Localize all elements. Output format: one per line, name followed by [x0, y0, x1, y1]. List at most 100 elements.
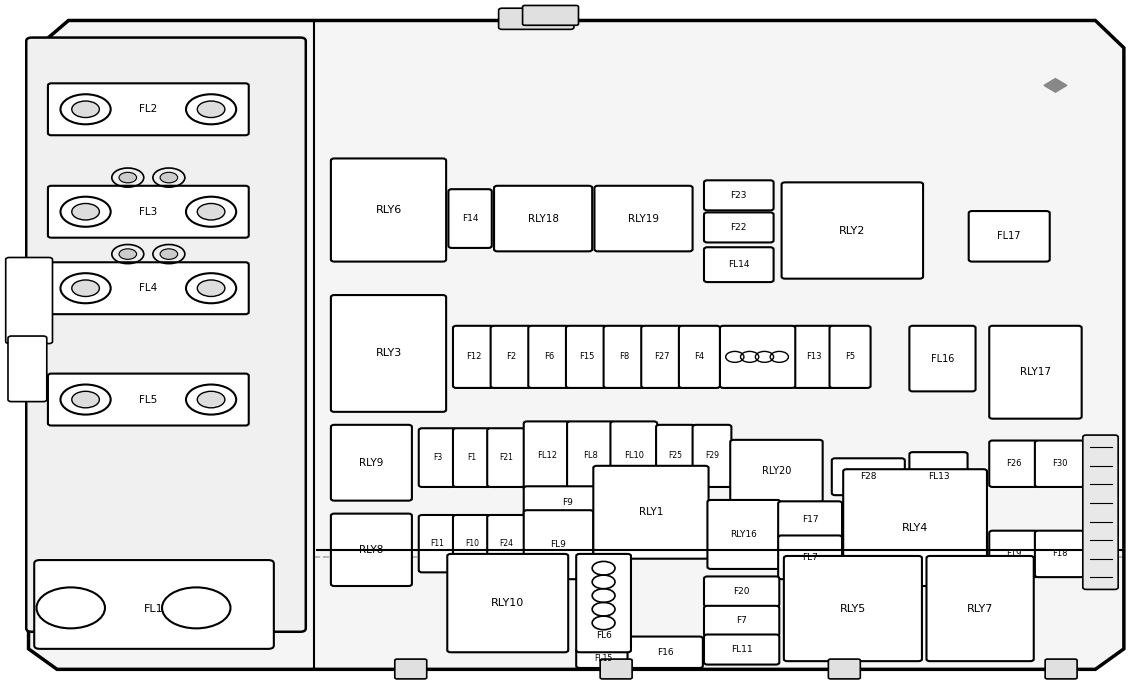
Text: F1: F1 — [468, 453, 476, 462]
Text: RLY2: RLY2 — [839, 225, 866, 236]
Text: FL13: FL13 — [928, 472, 949, 481]
Text: F10: F10 — [464, 539, 479, 548]
Text: FL15: FL15 — [594, 654, 613, 663]
FancyBboxPatch shape — [656, 425, 695, 487]
FancyBboxPatch shape — [331, 514, 412, 586]
Text: RLY20: RLY20 — [762, 466, 791, 476]
FancyBboxPatch shape — [419, 515, 456, 572]
FancyBboxPatch shape — [704, 635, 779, 665]
Text: F28: F28 — [860, 472, 876, 482]
Text: RLY16: RLY16 — [730, 530, 758, 539]
FancyBboxPatch shape — [494, 186, 592, 251]
Text: RLY19: RLY19 — [628, 214, 659, 223]
FancyBboxPatch shape — [1035, 531, 1084, 577]
Text: RLY9: RLY9 — [359, 458, 383, 468]
FancyBboxPatch shape — [909, 452, 968, 501]
FancyBboxPatch shape — [828, 659, 860, 679]
FancyBboxPatch shape — [576, 649, 631, 668]
Text: F29: F29 — [705, 451, 719, 460]
Circle shape — [72, 204, 99, 220]
Text: FL16: FL16 — [931, 354, 954, 363]
FancyBboxPatch shape — [26, 38, 306, 632]
FancyBboxPatch shape — [419, 428, 456, 487]
Text: F23: F23 — [730, 191, 747, 200]
Text: FL11: FL11 — [731, 645, 752, 654]
Text: RLY10: RLY10 — [491, 598, 525, 608]
Circle shape — [197, 280, 225, 296]
Text: RLY3: RLY3 — [375, 348, 402, 359]
Circle shape — [72, 391, 99, 408]
FancyBboxPatch shape — [448, 189, 492, 248]
FancyBboxPatch shape — [8, 336, 47, 402]
FancyBboxPatch shape — [778, 535, 842, 579]
FancyBboxPatch shape — [453, 515, 491, 572]
FancyBboxPatch shape — [48, 262, 249, 314]
FancyBboxPatch shape — [594, 186, 693, 251]
FancyBboxPatch shape — [487, 428, 525, 487]
Text: F7: F7 — [736, 616, 747, 626]
Text: FL12: FL12 — [537, 451, 557, 460]
FancyBboxPatch shape — [576, 554, 631, 652]
Text: FL4: FL4 — [139, 283, 157, 293]
Text: F8: F8 — [620, 352, 629, 361]
FancyBboxPatch shape — [487, 515, 525, 572]
FancyBboxPatch shape — [720, 326, 795, 388]
Text: RLY7: RLY7 — [966, 604, 994, 613]
FancyBboxPatch shape — [1035, 441, 1084, 487]
Text: F21: F21 — [499, 453, 513, 462]
FancyBboxPatch shape — [704, 606, 779, 636]
Circle shape — [72, 101, 99, 117]
FancyBboxPatch shape — [830, 326, 871, 388]
FancyBboxPatch shape — [843, 469, 987, 586]
Text: FL17: FL17 — [997, 232, 1021, 241]
Text: RLY1: RLY1 — [639, 507, 663, 517]
FancyBboxPatch shape — [704, 212, 774, 242]
FancyBboxPatch shape — [523, 5, 578, 25]
FancyBboxPatch shape — [528, 326, 569, 388]
FancyBboxPatch shape — [989, 531, 1038, 577]
Circle shape — [160, 249, 178, 260]
FancyBboxPatch shape — [704, 180, 774, 210]
FancyBboxPatch shape — [604, 326, 645, 388]
Text: F5: F5 — [845, 352, 855, 361]
Text: FL1: FL1 — [144, 604, 164, 614]
Text: F2: F2 — [507, 352, 516, 361]
Text: F4: F4 — [695, 352, 704, 361]
Circle shape — [119, 249, 137, 260]
FancyBboxPatch shape — [832, 458, 905, 495]
Text: F14: F14 — [462, 214, 478, 223]
Circle shape — [119, 172, 137, 183]
FancyBboxPatch shape — [1083, 435, 1118, 589]
Text: FL7: FL7 — [802, 553, 818, 562]
Text: FL5: FL5 — [139, 395, 157, 404]
Text: F24: F24 — [499, 539, 513, 548]
Text: F19: F19 — [1006, 549, 1021, 559]
Text: F27: F27 — [654, 352, 670, 361]
Text: F30: F30 — [1052, 459, 1067, 469]
Circle shape — [72, 280, 99, 296]
Text: F22: F22 — [730, 223, 747, 232]
FancyBboxPatch shape — [48, 186, 249, 238]
FancyBboxPatch shape — [524, 421, 570, 490]
Text: F16: F16 — [657, 647, 673, 657]
Text: F15: F15 — [578, 352, 594, 361]
FancyBboxPatch shape — [48, 374, 249, 426]
Text: FL6: FL6 — [596, 631, 612, 640]
Text: FL8: FL8 — [583, 451, 598, 460]
Circle shape — [197, 204, 225, 220]
Text: F3: F3 — [432, 453, 443, 462]
FancyBboxPatch shape — [447, 554, 568, 652]
FancyBboxPatch shape — [926, 556, 1034, 661]
FancyBboxPatch shape — [491, 326, 532, 388]
FancyBboxPatch shape — [331, 425, 412, 501]
Text: F13: F13 — [806, 352, 822, 361]
Text: F25: F25 — [669, 451, 682, 460]
FancyBboxPatch shape — [628, 637, 703, 668]
FancyBboxPatch shape — [704, 576, 779, 607]
PathPatch shape — [29, 20, 1124, 669]
FancyBboxPatch shape — [6, 257, 52, 344]
FancyBboxPatch shape — [730, 440, 823, 502]
FancyBboxPatch shape — [566, 326, 607, 388]
Text: FL10: FL10 — [624, 451, 644, 460]
FancyBboxPatch shape — [778, 501, 842, 538]
